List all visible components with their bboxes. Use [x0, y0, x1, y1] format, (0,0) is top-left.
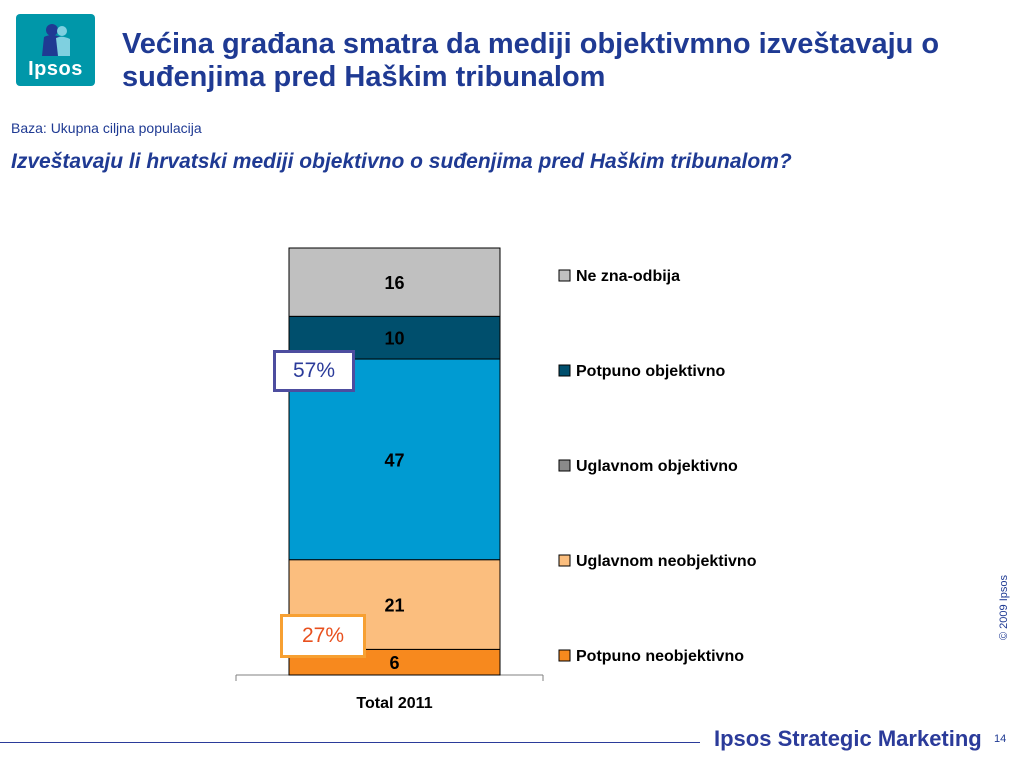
- copyright: © 2009 Ipsos: [998, 575, 1010, 640]
- ipsos-logo: Ipsos: [16, 14, 95, 86]
- page-title: Većina građana smatra da mediji objektiv…: [122, 28, 940, 93]
- legend-label: Potpuno objektivno: [576, 363, 726, 380]
- survey-question: Izveštavaju li hrvatski mediji objektivn…: [11, 150, 792, 173]
- legend-label: Uglavnom neobjektivno: [576, 553, 757, 570]
- legend-label: Ne zna-odbija: [576, 268, 680, 285]
- logo-text: Ipsos: [28, 58, 83, 80]
- not-objective-share-badge: 27%: [280, 614, 366, 658]
- legend-label: Potpuno neobjektivno: [576, 648, 744, 665]
- bar-segment-4: [288, 247, 501, 317]
- footer-brand: Ipsos Strategic Marketing: [714, 726, 982, 751]
- category-label: Total 2011: [356, 695, 432, 712]
- legend-swatch: [558, 269, 571, 282]
- ipsos-figure-icon: [42, 24, 70, 56]
- legend-label: Uglavnom objektivno: [576, 458, 738, 475]
- base-text: Baza: Ukupna ciljna populacija: [11, 120, 202, 136]
- legend-swatch: [558, 649, 571, 662]
- legend-swatch: [558, 364, 571, 377]
- bar-segment-2: [288, 358, 501, 561]
- data-label: 10: [384, 329, 404, 349]
- data-label: 21: [384, 596, 404, 616]
- footer-divider: [0, 742, 700, 743]
- legend-swatch: [558, 554, 571, 567]
- data-label: 16: [384, 273, 404, 293]
- legend-swatch: [558, 459, 571, 472]
- page-number: 14: [994, 733, 1007, 745]
- data-label: 6: [389, 653, 399, 673]
- objective-share-badge: 57%: [273, 350, 355, 392]
- data-label: 47: [384, 450, 404, 470]
